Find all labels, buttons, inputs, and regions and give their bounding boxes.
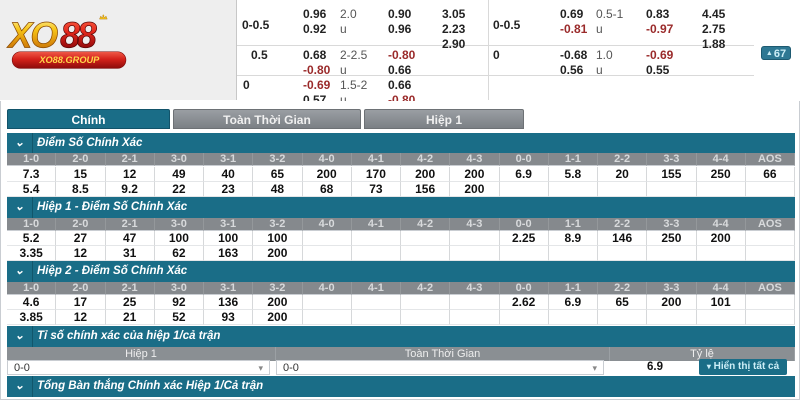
svg-text:XO88.GROUP: XO88.GROUP [38, 55, 100, 65]
svg-text:XO: XO [6, 15, 58, 55]
svg-text:88: 88 [60, 15, 97, 55]
